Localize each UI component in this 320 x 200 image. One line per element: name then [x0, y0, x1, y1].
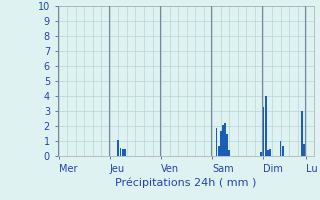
X-axis label: Précipitations 24h ( mm ): Précipitations 24h ( mm ) — [115, 178, 256, 188]
Bar — [301, 111, 303, 156]
Bar — [122, 148, 124, 156]
Bar — [117, 140, 119, 156]
Bar — [303, 144, 305, 156]
Bar — [216, 128, 218, 156]
Bar — [269, 148, 271, 156]
Bar — [267, 150, 269, 156]
Bar — [282, 146, 284, 156]
Bar — [222, 124, 224, 156]
Bar — [280, 141, 282, 156]
Bar — [218, 146, 220, 156]
Bar — [226, 134, 228, 156]
Bar — [260, 152, 262, 156]
Bar — [265, 96, 267, 156]
Bar — [120, 148, 122, 156]
Bar — [228, 150, 230, 156]
Bar — [224, 123, 226, 156]
Bar — [220, 130, 222, 156]
Bar — [124, 149, 126, 156]
Bar — [262, 106, 264, 156]
